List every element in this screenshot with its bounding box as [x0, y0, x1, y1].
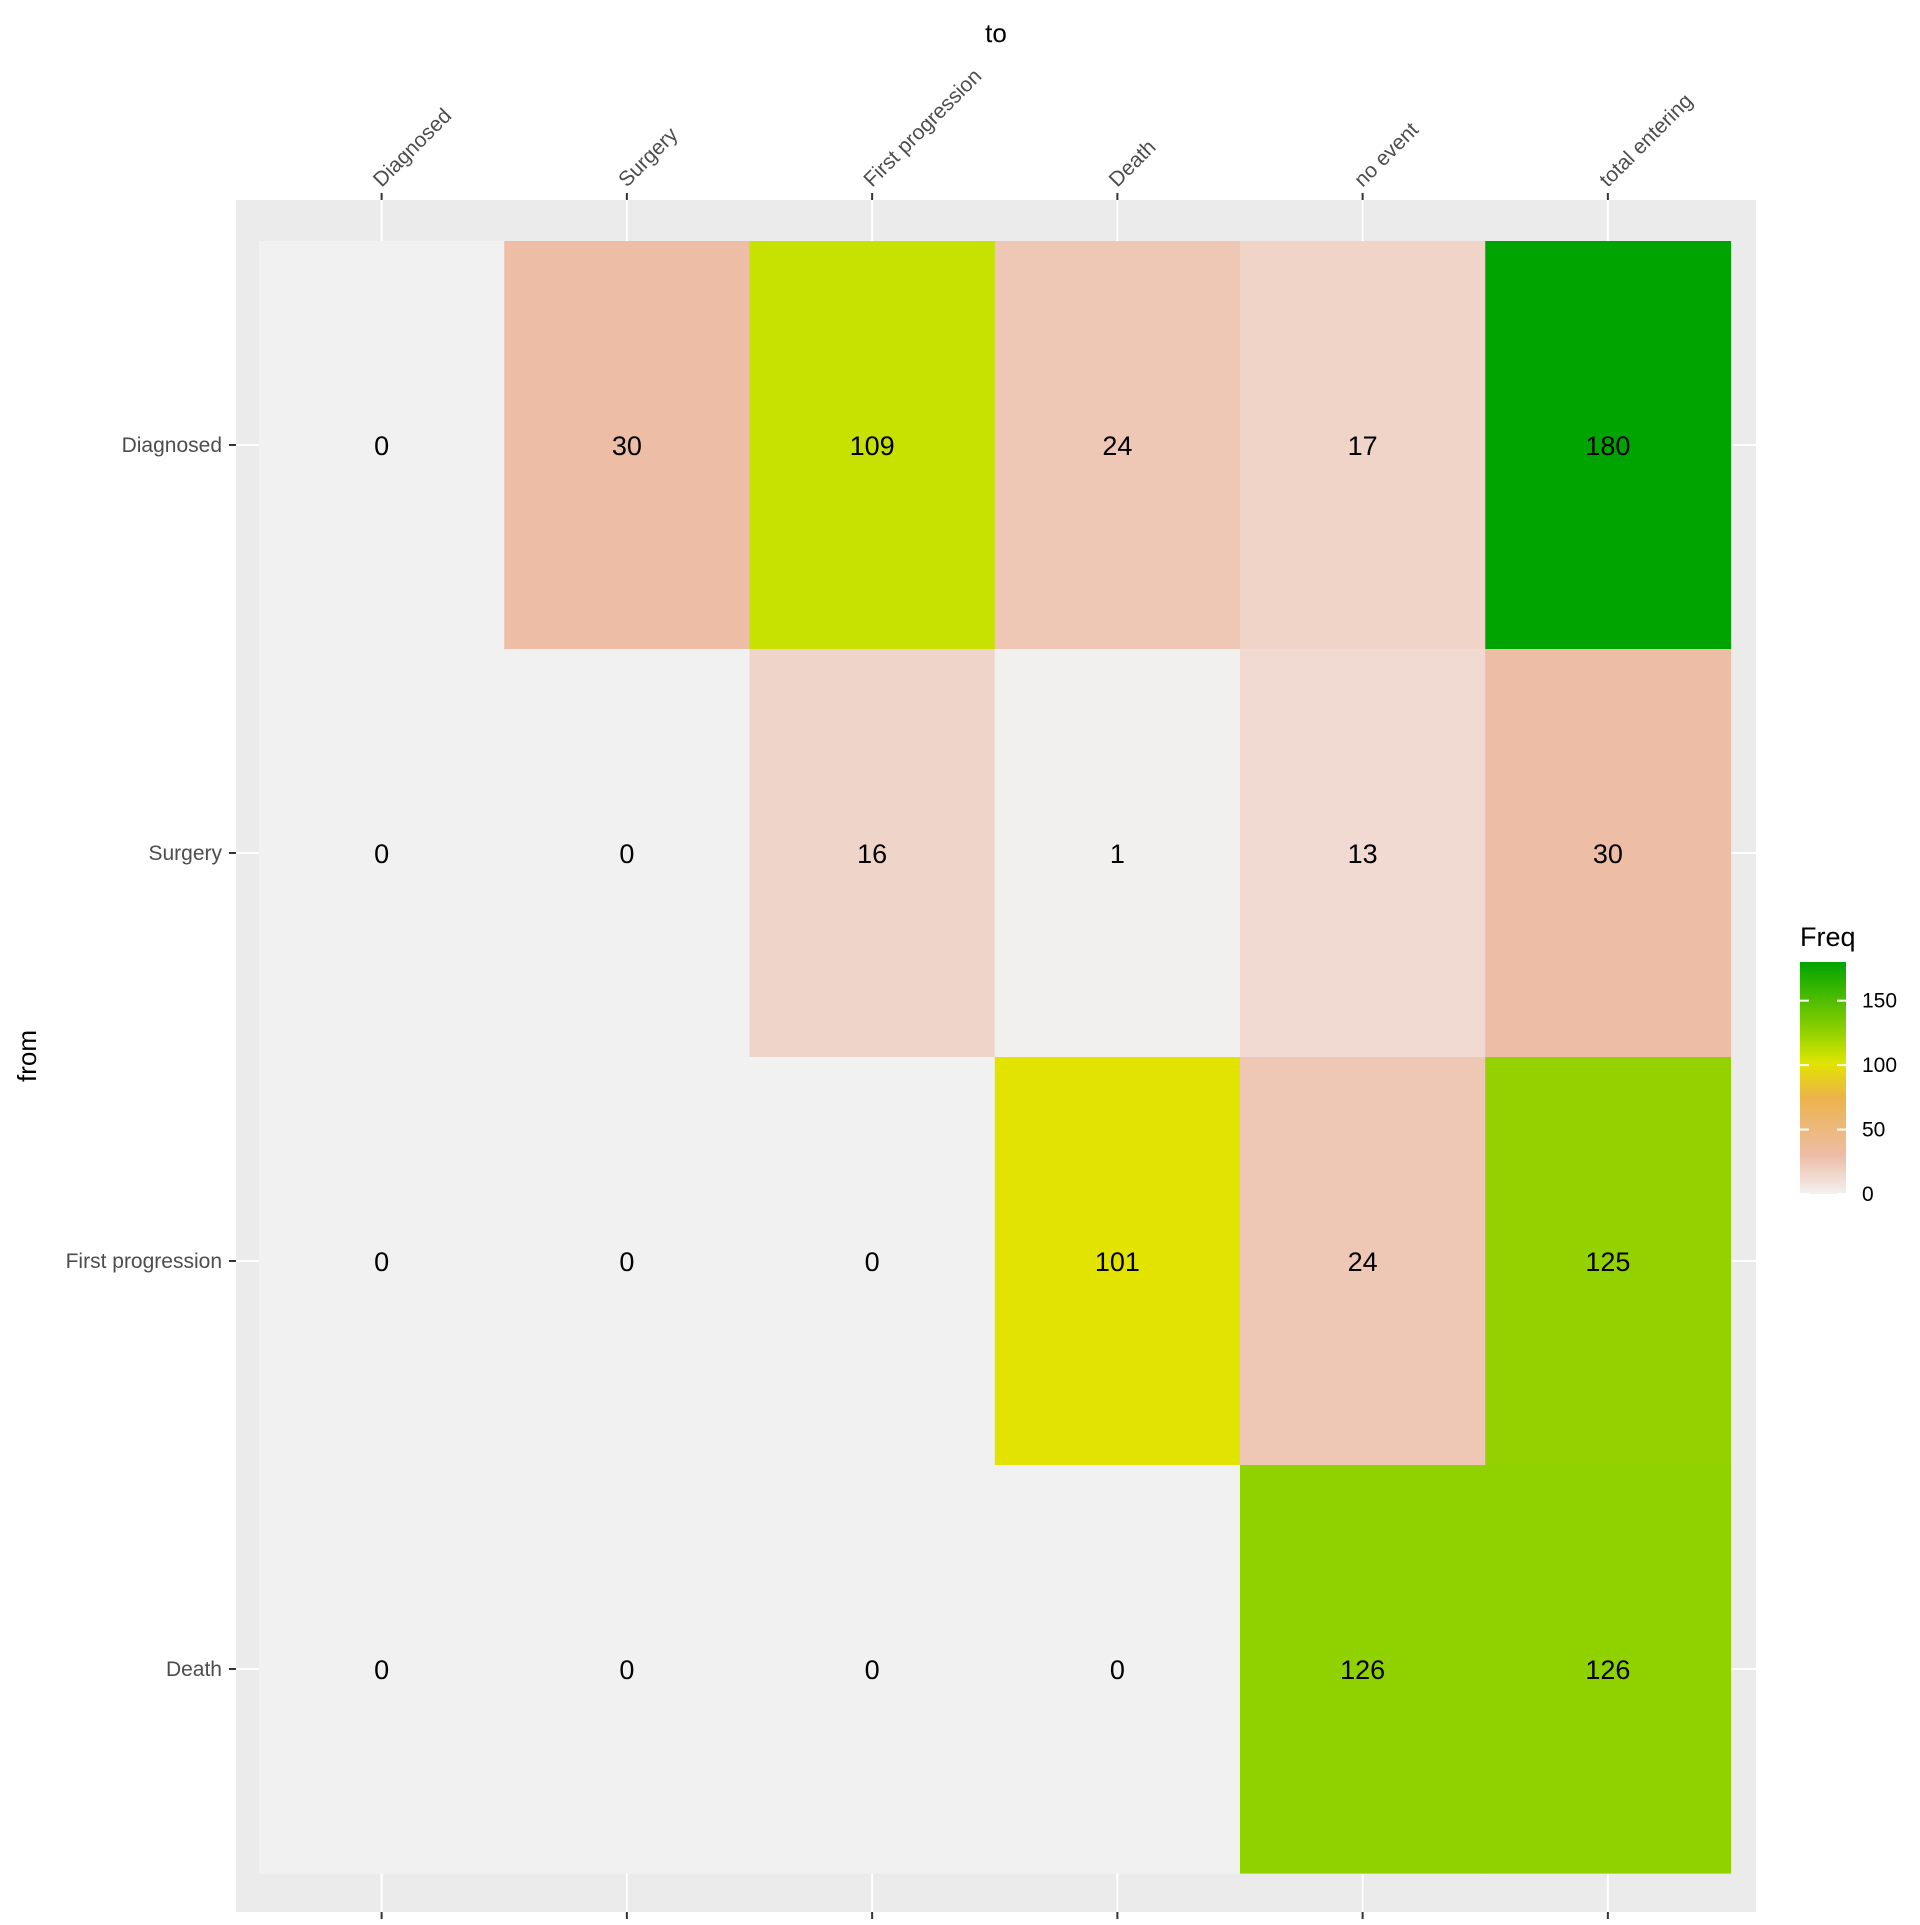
- cells-layer: [259, 241, 1732, 1874]
- cell-value-label: 1: [1110, 839, 1125, 869]
- legend-tick-label: 50: [1862, 1119, 1885, 1142]
- heatmap-cell-first-progression-to-total-entering: [1485, 1057, 1732, 1466]
- heatmap-cell-first-progression-to-death: [994, 1057, 1241, 1466]
- heatmap-cell-death-to-total-entering: [1485, 1465, 1732, 1874]
- heatmap-cell-surgery-to-surgery: [504, 649, 751, 1058]
- legend-colorbar: [1800, 962, 1846, 1194]
- heatmap-cell-death-to-surgery: [504, 1465, 751, 1874]
- cell-value-label: 0: [619, 839, 634, 869]
- heatmap-cell-diagnosed-to-first-progression: [749, 241, 996, 650]
- cell-value-label: 0: [1110, 1655, 1125, 1685]
- cell-value-label: 0: [619, 1247, 634, 1277]
- cell-value-label: 0: [619, 1655, 634, 1685]
- cell-value-label: 0: [374, 1655, 389, 1685]
- cell-value-label: 0: [374, 1247, 389, 1277]
- y-tick-label-death: Death: [166, 1658, 222, 1681]
- legend-tick-label: 150: [1862, 990, 1897, 1013]
- y-tick-label-diagnosed: Diagnosed: [122, 434, 222, 457]
- heatmap-cell-surgery-to-diagnosed: [259, 649, 505, 1058]
- cell-value-label: 101: [1095, 1247, 1140, 1277]
- heatmap-cell-diagnosed-to-diagnosed: [259, 241, 505, 650]
- cell-value-label: 180: [1585, 431, 1630, 461]
- cell-value-label: 0: [865, 1247, 880, 1277]
- cell-value-label: 109: [850, 431, 895, 461]
- cell-value-label: 30: [1593, 839, 1623, 869]
- cell-value-label: 126: [1340, 1655, 1385, 1685]
- cell-labels-layer: 0 30 109 24 17 180 0 0 16 1 13 30 0 0 0 101 24 125 0 0 0 0 126…: [374, 431, 1630, 1685]
- cell-value-label: 30: [612, 431, 642, 461]
- cell-value-label: 24: [1102, 431, 1132, 461]
- heatmap-cell-first-progression-to-first-progression: [749, 1057, 996, 1466]
- cell-value-label: 125: [1585, 1247, 1630, 1277]
- heatmap-cell-death-to-no-event: [1240, 1465, 1486, 1874]
- cell-value-label: 0: [865, 1655, 880, 1685]
- legend-title: Freq: [1800, 922, 1856, 952]
- y-tick-label-surgery: Surgery: [148, 842, 222, 865]
- cell-value-label: 0: [374, 431, 389, 461]
- heatmap-cell-surgery-to-total-entering: [1485, 649, 1732, 1058]
- heatmap-cell-diagnosed-to-surgery: [504, 241, 751, 650]
- cell-value-label: 16: [857, 839, 887, 869]
- cell-value-label: 13: [1348, 839, 1378, 869]
- heatmap-cell-surgery-to-death: [994, 649, 1241, 1058]
- y-tick-label-first-progression: First progression: [66, 1250, 222, 1273]
- heatmap-cell-diagnosed-to-death: [994, 241, 1241, 650]
- heatmap-cell-surgery-to-no-event: [1240, 649, 1486, 1058]
- heatmap-cell-first-progression-to-diagnosed: [259, 1057, 505, 1466]
- heatmap-cell-death-to-diagnosed: [259, 1465, 505, 1874]
- x-axis-title: to: [985, 18, 1007, 48]
- heatmap-cell-surgery-to-first-progression: [749, 649, 996, 1058]
- heatmap-cell-first-progression-to-surgery: [504, 1057, 751, 1466]
- cell-value-label: 24: [1348, 1247, 1378, 1277]
- cell-value-label: 17: [1348, 431, 1378, 461]
- heatmap-cell-diagnosed-to-total-entering: [1485, 241, 1732, 650]
- legend: Freq 0 50 100 150: [1800, 922, 1897, 1206]
- cell-value-label: 0: [374, 839, 389, 869]
- legend-tick-label: 0: [1862, 1183, 1874, 1206]
- cell-value-label: 126: [1585, 1655, 1630, 1685]
- y-axis-title: from: [12, 1030, 42, 1082]
- heatmap-cell-death-to-death: [994, 1465, 1241, 1874]
- legend-tick-label: 100: [1862, 1054, 1897, 1077]
- heatmap-cell-diagnosed-to-no-event: [1240, 241, 1486, 650]
- heatmap-cell-first-progression-to-no-event: [1240, 1057, 1486, 1466]
- heatmap-cell-death-to-first-progression: [749, 1465, 996, 1874]
